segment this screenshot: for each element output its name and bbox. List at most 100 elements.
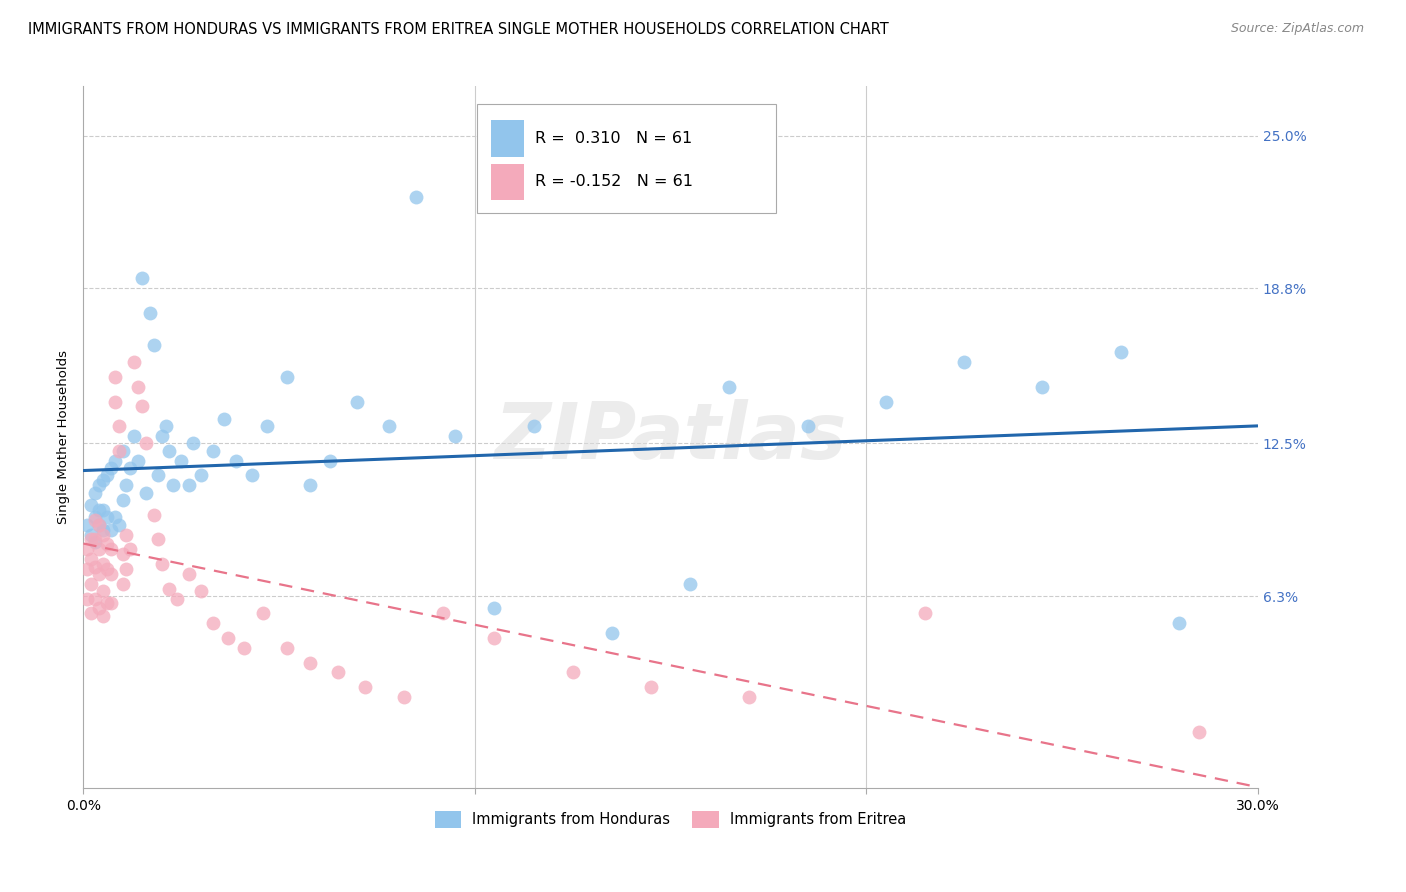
Point <box>76 542 98 557</box>
Point <box>484 601 506 615</box>
Point <box>159 582 181 596</box>
Point <box>177 566 200 581</box>
Point <box>135 436 157 450</box>
Point <box>155 419 177 434</box>
Point <box>107 443 129 458</box>
Point <box>91 584 114 599</box>
Point <box>146 468 169 483</box>
Point <box>111 493 134 508</box>
Point <box>87 503 110 517</box>
Point <box>115 478 138 492</box>
Point <box>299 656 322 670</box>
Point <box>718 380 741 394</box>
Point <box>1031 380 1053 394</box>
Point <box>240 468 263 483</box>
Point <box>135 485 157 500</box>
Point <box>319 453 342 467</box>
Point <box>640 680 662 694</box>
Point <box>115 527 138 541</box>
Point <box>131 400 153 414</box>
Y-axis label: Single Mother Households: Single Mother Households <box>58 351 70 524</box>
Point <box>96 537 118 551</box>
Point <box>76 591 98 606</box>
Point <box>432 607 454 621</box>
Point <box>326 665 349 680</box>
Point <box>115 562 138 576</box>
Point <box>84 591 107 606</box>
Point <box>146 533 169 547</box>
Point <box>91 503 114 517</box>
Text: IMMIGRANTS FROM HONDURAS VS IMMIGRANTS FROM ERITREA SINGLE MOTHER HOUSEHOLDS COR: IMMIGRANTS FROM HONDURAS VS IMMIGRANTS F… <box>28 22 889 37</box>
Point <box>299 478 322 492</box>
Point <box>142 338 165 352</box>
Point <box>104 510 127 524</box>
Point <box>201 616 224 631</box>
Point <box>1188 724 1211 739</box>
Point <box>217 631 239 645</box>
Point <box>159 443 181 458</box>
Point <box>87 517 110 532</box>
FancyBboxPatch shape <box>477 103 776 212</box>
FancyBboxPatch shape <box>491 120 523 156</box>
Point <box>201 443 224 458</box>
Point <box>96 510 118 524</box>
Point <box>177 478 200 492</box>
Point <box>100 523 122 537</box>
Point <box>139 306 162 320</box>
Text: R = -0.152   N = 61: R = -0.152 N = 61 <box>536 174 693 189</box>
Point <box>875 394 897 409</box>
Point <box>225 453 247 467</box>
Point <box>80 607 103 621</box>
Point <box>142 508 165 522</box>
Point <box>87 566 110 581</box>
Point <box>107 419 129 434</box>
Point <box>84 533 107 547</box>
Point <box>104 370 127 384</box>
Point <box>111 576 134 591</box>
Text: R =  0.310   N = 61: R = 0.310 N = 61 <box>536 131 693 145</box>
Point <box>87 478 110 492</box>
Point <box>252 607 274 621</box>
Point <box>84 485 107 500</box>
Point <box>111 443 134 458</box>
Point <box>256 419 278 434</box>
Point <box>100 542 122 557</box>
Point <box>76 562 98 576</box>
Point <box>561 665 583 680</box>
Point <box>104 394 127 409</box>
Point <box>276 370 298 384</box>
Point <box>120 542 142 557</box>
Point <box>76 517 98 532</box>
Point <box>444 429 467 443</box>
Point <box>394 690 416 704</box>
Point <box>87 517 110 532</box>
Point <box>104 453 127 467</box>
Point <box>84 535 107 549</box>
Point <box>181 436 204 450</box>
Point <box>100 461 122 475</box>
Point <box>80 576 103 591</box>
Point <box>679 576 702 591</box>
Point <box>80 498 103 512</box>
Point <box>150 429 173 443</box>
Point <box>122 429 145 443</box>
Text: Source: ZipAtlas.com: Source: ZipAtlas.com <box>1230 22 1364 36</box>
Point <box>84 559 107 574</box>
Point <box>162 478 184 492</box>
FancyBboxPatch shape <box>491 163 523 200</box>
Point <box>214 412 236 426</box>
Point <box>91 557 114 571</box>
Point <box>100 597 122 611</box>
Point <box>953 355 976 369</box>
Point <box>232 640 254 655</box>
Legend: Immigrants from Honduras, Immigrants from Eritrea: Immigrants from Honduras, Immigrants fro… <box>429 805 912 833</box>
Point <box>80 552 103 566</box>
Point <box>87 542 110 557</box>
Point <box>91 608 114 623</box>
Point <box>166 591 188 606</box>
Point <box>122 355 145 369</box>
Point <box>276 640 298 655</box>
Point <box>91 523 114 537</box>
Point <box>170 453 193 467</box>
Point <box>1109 345 1132 359</box>
